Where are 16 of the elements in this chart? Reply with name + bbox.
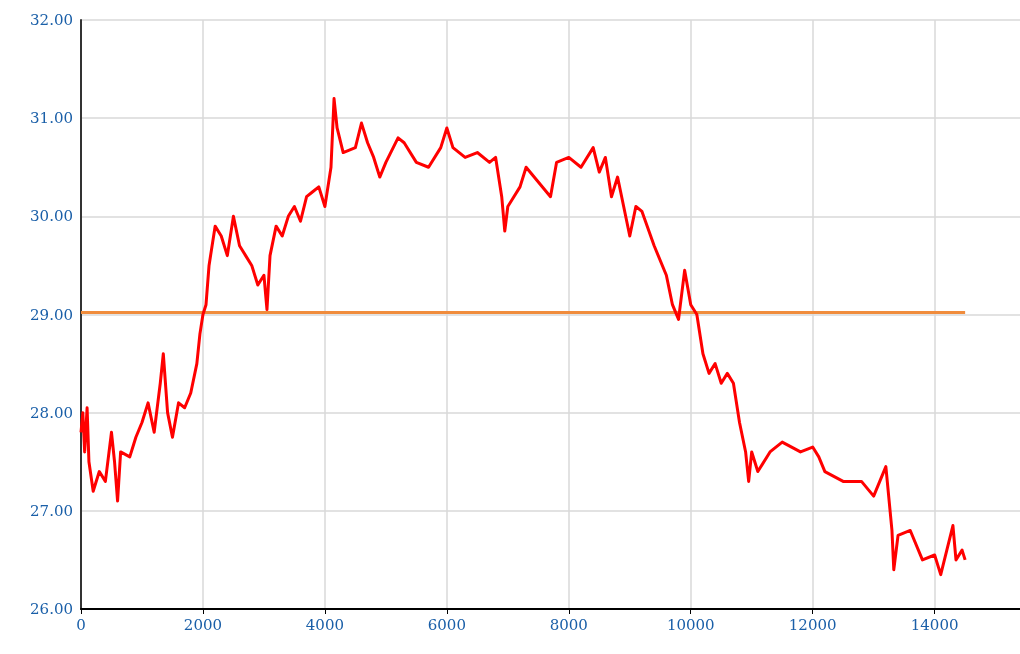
y-tick-label: 32.00 xyxy=(30,11,73,29)
x-tick-label: 0 xyxy=(76,615,86,634)
y-tick-label: 30.00 xyxy=(30,207,73,226)
x-tick-label: 12000 xyxy=(788,615,837,634)
x-tick-label: 6000 xyxy=(427,615,466,634)
y-tick-label: 26.00 xyxy=(30,600,73,618)
y-tick-label: 28.00 xyxy=(30,403,73,422)
x-tick-label: 2000 xyxy=(183,615,223,634)
y-tick-label: 27.00 xyxy=(30,501,73,520)
x-tick-label: 4000 xyxy=(305,615,344,634)
x-tick-label: 10000 xyxy=(666,615,715,634)
x-tick-label: 8000 xyxy=(549,615,588,634)
y-tick-label: 29.00 xyxy=(30,305,73,324)
y-tick-label: 31.00 xyxy=(30,109,73,128)
line-series xyxy=(79,97,967,577)
x-tick-label: 14000 xyxy=(910,615,959,634)
